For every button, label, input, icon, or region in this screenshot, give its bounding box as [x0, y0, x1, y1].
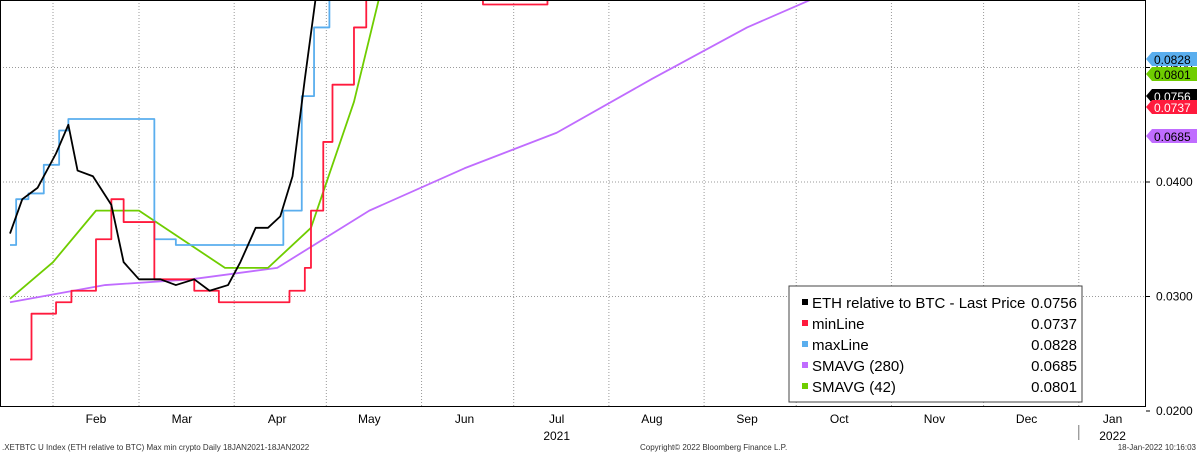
legend-swatch-smavg-42: [802, 383, 808, 389]
series-line-maxline: [10, 0, 331, 246]
y-tick-label-2: 0.0400: [1156, 175, 1193, 189]
y-tick-label-1: 0.0300: [1156, 290, 1193, 304]
legend-swatch-minline: [802, 320, 808, 326]
legend-box: [788, 285, 1083, 403]
legend-swatch-maxline: [802, 341, 808, 347]
x-axis: Feb Mar Apr May Jun Jul Aug Sep Oct Nov Dec Jan 2021…: [86, 412, 1126, 440]
x-tick-label-may: May: [358, 412, 381, 426]
y-tick-label-0: 0.0200: [1156, 404, 1193, 418]
plot-border: [0, 0, 1146, 407]
last-value-tag-smavg-42: 0.0801: [1146, 67, 1197, 82]
x-tick-label-aug: Aug: [641, 412, 662, 426]
series-layer: [9, 0, 813, 361]
x-tick-label-apr: Apr: [268, 412, 287, 426]
legend-label-smavg-42: SMAVG (42): [812, 379, 896, 396]
legend-label-smavg-280: SMAVG (280): [812, 358, 904, 375]
chart: 0.02000.03000.04000.05000.06000.07000.08…: [0, 0, 1197, 440]
x-tick-label-jan: Jan: [1103, 412, 1122, 426]
x-tick-label-dec: Dec: [1016, 412, 1037, 426]
x-year-label-2022: 2022: [1099, 429, 1126, 440]
legend-label-minline: minLine: [812, 316, 865, 333]
last-value-tag-maxline: 0.0828: [1146, 52, 1197, 67]
legend-label-eth-relative-to-btc-last-price: ETH relative to BTC - Last Price: [812, 295, 1025, 312]
tag-background: [1146, 52, 1197, 66]
tag-background: [1146, 129, 1197, 143]
legend-value-eth-relative-to-btc-last-price: 0.0756: [1031, 295, 1077, 312]
x-tick-label-oct: Oct: [830, 412, 849, 426]
x-tick-label-jun: Jun: [455, 412, 474, 426]
x-tick-label-mar: Mar: [172, 412, 193, 426]
series-line-minline: [10, 0, 549, 361]
legend-value-minline: 0.0737: [1031, 316, 1077, 333]
legend-value-smavg-42: 0.0801: [1031, 379, 1077, 396]
legend-label-maxline: maxLine: [812, 337, 869, 354]
x-year-label-2021: 2021: [543, 429, 570, 440]
tag-text: 0.0737: [1154, 101, 1191, 115]
footer-copyright: Copyright© 2022 Bloomberg Finance L.P.: [640, 443, 788, 452]
x-tick-label-sep: Sep: [736, 412, 758, 426]
tag-text: 0.0801: [1154, 68, 1191, 82]
tag-background: [1146, 100, 1197, 114]
series-line-eth-relative-to-btc-last-price: [9, 0, 317, 292]
tag-text: 0.0685: [1154, 130, 1191, 144]
tag-text: 0.0828: [1154, 53, 1191, 67]
legend-value-maxline: 0.0828: [1031, 337, 1077, 354]
tag-background: [1146, 67, 1197, 81]
series-line-smavg-42: [9, 0, 380, 300]
footer-timestamp: 18-Jan-2022 10:16:03: [1117, 443, 1196, 452]
tag-background: [1146, 89, 1197, 103]
x-tick-label-nov: Nov: [924, 412, 945, 426]
footer-source: .XETBTC U Index (ETH relative to BTC) Ma…: [2, 443, 310, 452]
legend: ETH relative to BTC - Last Price 0.0756 mi…: [788, 285, 1083, 403]
legend-value-smavg-280: 0.0685: [1031, 358, 1077, 375]
x-tick-label-jul: Jul: [549, 412, 564, 426]
last-value-tag-smavg-280: 0.0685: [1146, 129, 1197, 144]
footer: .XETBTC U Index (ETH relative to BTC) Ma…: [0, 440, 1200, 454]
legend-swatch-smavg-280: [802, 362, 808, 368]
legend-swatch-eth-relative-to-btc-last-price: [802, 299, 808, 305]
x-tick-label-feb: Feb: [86, 412, 107, 426]
last-value-tag-minline: 0.0737: [1146, 100, 1197, 115]
